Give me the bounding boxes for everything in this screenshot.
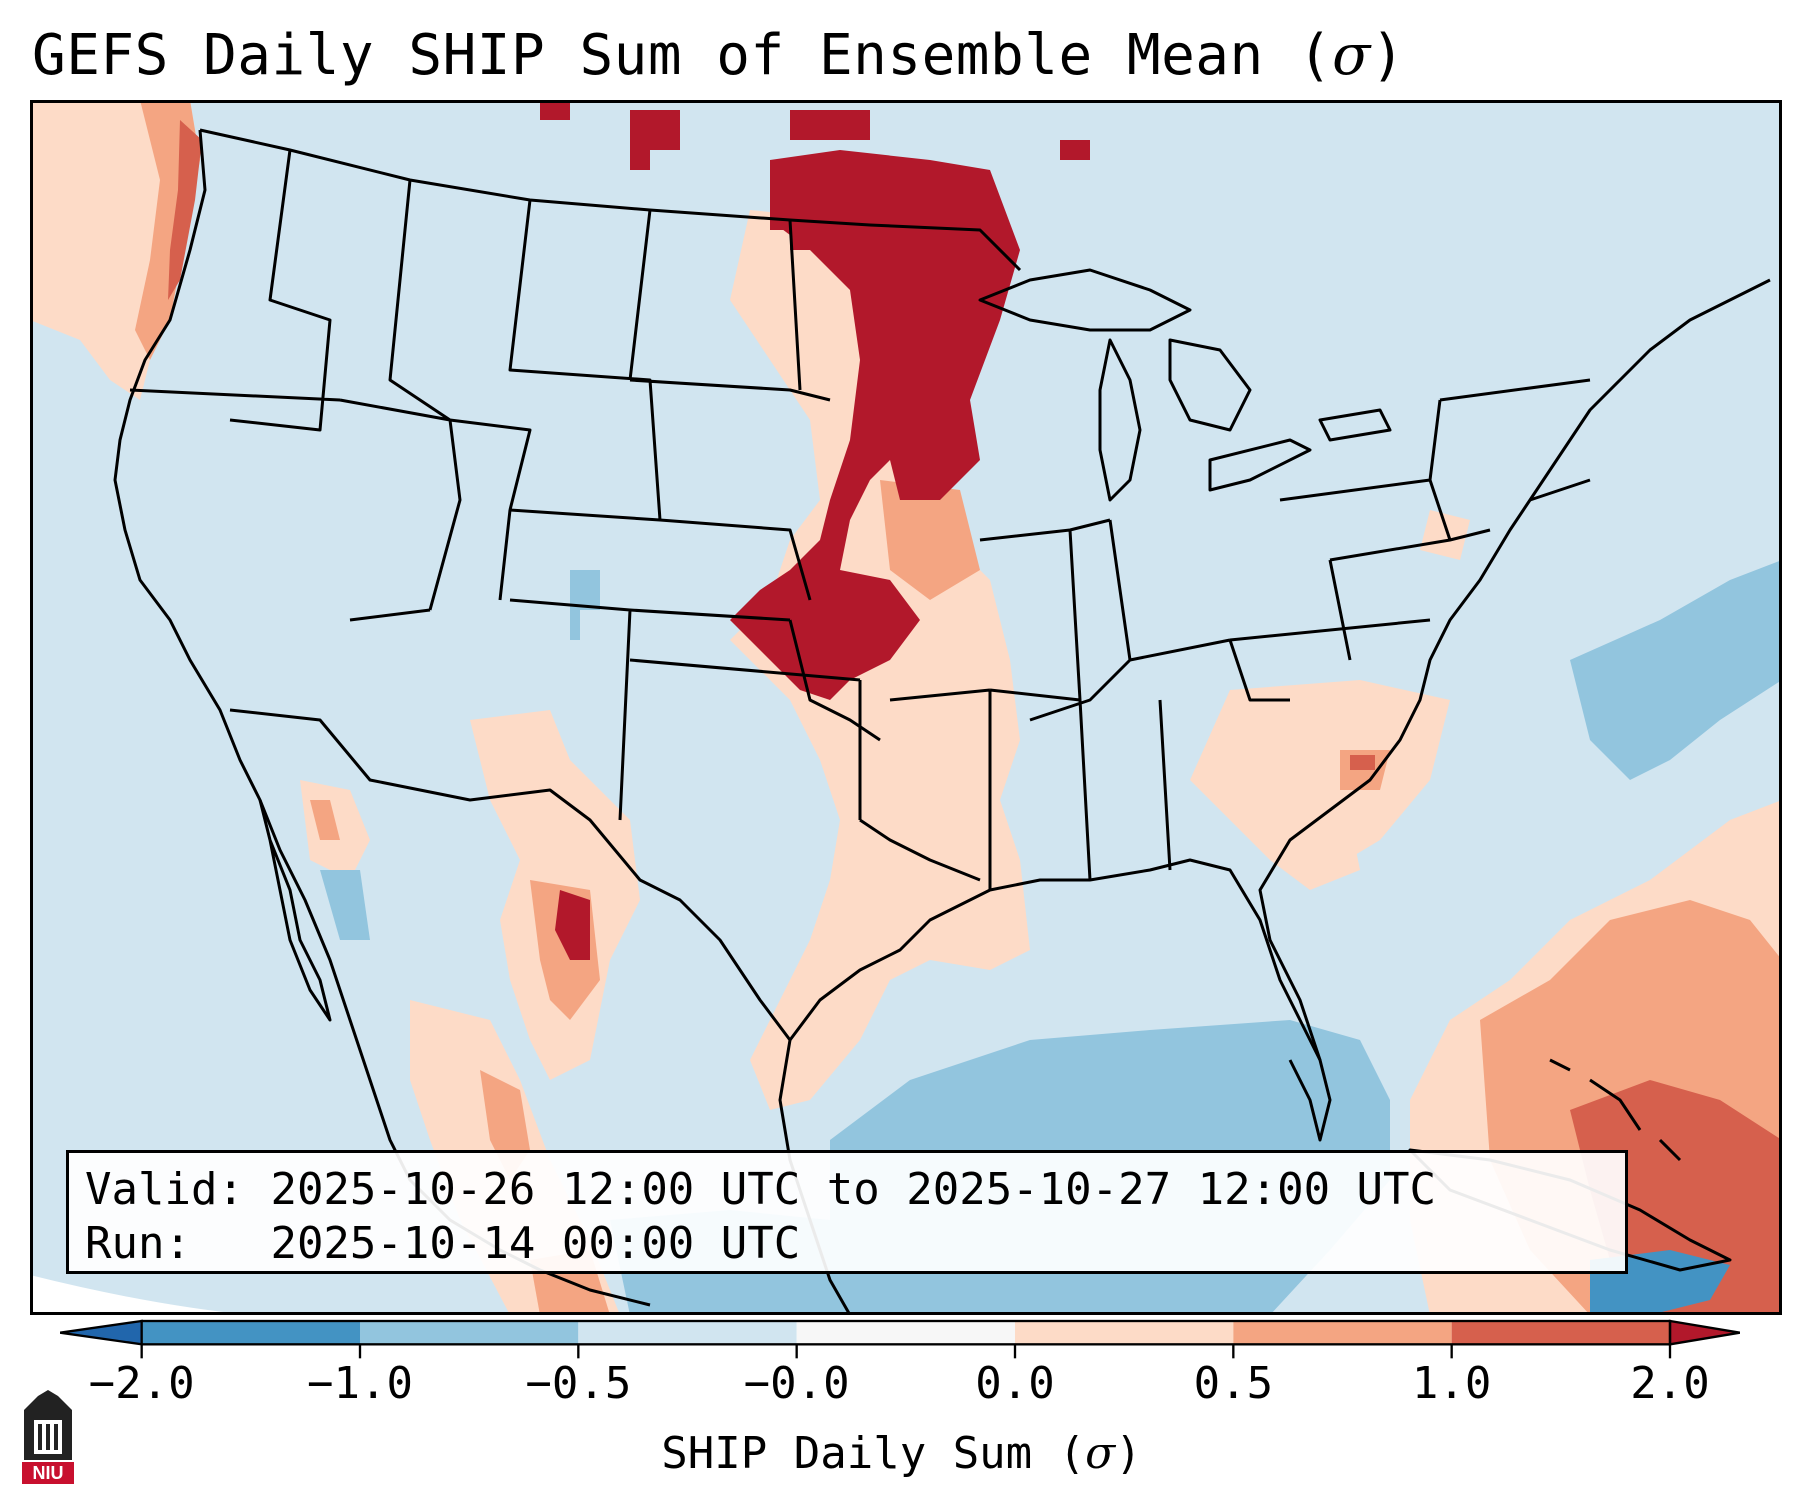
atlantic-coast	[1258, 278, 1771, 1061]
midatlantic-anomaly-light	[1420, 510, 1470, 560]
svg-text:NIU: NIU	[33, 1463, 64, 1483]
colorbar-tick-label-6: 1.0	[1411, 1358, 1492, 1409]
lake-michigan	[1098, 338, 1142, 502]
southeast-anomaly-light	[1190, 680, 1450, 870]
gulf-of-california-anomaly-negative	[320, 870, 370, 940]
gulf-coast	[788, 858, 1332, 1142]
colorbar-bin-1	[360, 1321, 579, 1345]
southeast-anomaly-strong	[1350, 755, 1375, 770]
colorbar-tick-label-1: −1.0	[307, 1358, 413, 1409]
pacific-coast-anomaly-strong	[168, 120, 202, 300]
map-border	[30, 100, 1782, 1315]
projection-edge	[30, 1275, 250, 1315]
run-line: Run: 2025-10-14 00:00 UTC	[85, 1218, 801, 1269]
colorbar-bin-2	[578, 1321, 797, 1345]
map-title: GEFS Daily SHIP Sum of Ensemble Mean (σ)	[32, 23, 1406, 88]
colorbar-tick-label-5: 0.5	[1193, 1358, 1274, 1409]
colorbar-label: SHIP Daily Sum (σ)	[661, 1428, 1142, 1479]
lake-ontario	[1318, 408, 1392, 442]
lake-superior	[978, 268, 1192, 332]
us-mexico-border	[229, 708, 792, 1041]
plains-anomaly-medium	[880, 480, 980, 600]
baja-anomaly-medium	[310, 800, 340, 840]
colorbar-bin-3	[796, 1321, 1015, 1345]
colorbar-tick-label-7: 2.0	[1630, 1358, 1710, 1409]
atlantic-anomaly-light-negative	[1570, 560, 1782, 780]
state-borders	[129, 149, 1591, 890]
colorbar-bin-0	[141, 1321, 360, 1345]
colorbar	[59, 1314, 1741, 1484]
colorbar-outline	[140, 1319, 1672, 1346]
lake-erie	[1208, 438, 1312, 492]
southwest-anomaly-strong	[555, 890, 590, 960]
colorbar-tick-label-2: −0.5	[525, 1358, 632, 1409]
north-anomaly-strong-2	[540, 100, 570, 120]
valid-line: Valid: 2025-10-26 12:00 UTC to 2025-10-2…	[85, 1164, 1437, 1215]
colorbar-over-arrow	[1668, 1319, 1741, 1346]
lake-huron	[1168, 338, 1252, 432]
colorbar-tick-label-0: −2.0	[88, 1358, 195, 1409]
colorbar-graphic	[59, 1319, 1741, 1359]
north-anomaly-strong-4	[790, 110, 870, 140]
colorbar-bin-4	[1015, 1321, 1234, 1345]
niu-logo: NIU	[18, 1390, 78, 1486]
north-anomaly-strong-6	[1060, 140, 1090, 160]
north-anomaly-strong-3	[630, 110, 680, 170]
colorbar-tick-label-3: −0.0	[743, 1358, 850, 1409]
colorbar-tick-label-4: 0.0	[975, 1358, 1055, 1409]
logo-badge	[22, 1462, 74, 1484]
info-box: Valid: 2025-10-26 12:00 UTC to 2025-10-2…	[66, 1150, 1628, 1274]
map-panel	[30, 100, 1782, 1315]
colorbar-bin-5	[1233, 1321, 1452, 1345]
plains-anomaly-strong	[730, 150, 1020, 700]
baja-coast	[258, 799, 332, 1022]
colorbar-under-arrow	[59, 1319, 143, 1346]
carolina-anomaly-light	[1270, 790, 1360, 890]
colorbar-bin-6	[1451, 1321, 1670, 1345]
bahamas	[1549, 1058, 1682, 1162]
